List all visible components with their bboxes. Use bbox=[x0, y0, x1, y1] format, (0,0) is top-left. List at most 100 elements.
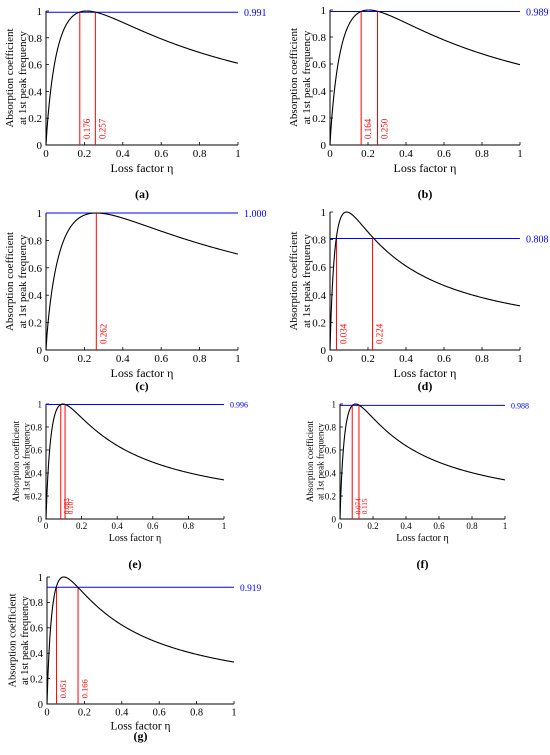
vline-value-label: 0.107 bbox=[67, 498, 75, 514]
axis-frame bbox=[45, 213, 238, 351]
x-tick-label: 0.6 bbox=[154, 353, 168, 365]
x-tick-label: 1 bbox=[503, 521, 508, 531]
x-tick-label: 0 bbox=[327, 148, 333, 160]
y-tick-label: 0.4 bbox=[28, 290, 42, 302]
panel-label: (a) bbox=[135, 187, 149, 201]
y-axis-label: Absorption coefficient bbox=[288, 231, 300, 330]
y-tick-label: 0 bbox=[37, 345, 43, 357]
x-tick-label: 0.4 bbox=[116, 148, 130, 160]
y-axis-label: Absorption coefficient bbox=[288, 28, 300, 127]
y-tick-label: 0.8 bbox=[30, 598, 43, 609]
x-tick-label: 0.4 bbox=[116, 353, 130, 365]
y-tick-label: 0 bbox=[37, 514, 42, 524]
y-tick-label: 0.8 bbox=[312, 32, 326, 44]
chart-panel-0: 0 0.2 0.4 0.6 0.8 1 0 0.2 0.4 0.6 0.8 1 Absorption c… bbox=[4, 6, 267, 201]
x-axis-label: Loss factor η bbox=[394, 161, 457, 175]
chart-panel-3: 0 0.2 0.4 0.6 0.8 1 0 0.2 0.4 0.6 0.8 1 Absorption c… bbox=[288, 207, 549, 393]
vline-value-label: 0.164 bbox=[363, 118, 373, 139]
vline-value-label: 0.166 bbox=[80, 679, 90, 698]
y-tick-label: 0.6 bbox=[28, 60, 42, 72]
y-axis-label: Absorption coefficient bbox=[11, 420, 21, 502]
y-tick-label: 1 bbox=[37, 6, 43, 18]
hline-value-label: 0.996 bbox=[230, 401, 248, 410]
y-tick-label: 1 bbox=[37, 208, 43, 220]
y-tick-label: 0.6 bbox=[325, 445, 337, 455]
axis-frame bbox=[329, 212, 520, 351]
hline-value-label: 0.989 bbox=[526, 7, 549, 18]
x-tick-label: 0.6 bbox=[437, 148, 451, 160]
y-tick-label: 0.2 bbox=[28, 113, 42, 125]
hline-value-label: 0.808 bbox=[526, 234, 549, 245]
vline-value-label: 0.083 bbox=[63, 498, 71, 514]
y-tick-label: 0.2 bbox=[31, 491, 43, 501]
chart-panel-4: 0 0.2 0.4 0.6 0.8 1 0 0.2 0.4 0.6 0.8 1 Absorption c… bbox=[11, 399, 248, 571]
x-axis-label: Loss factor η bbox=[109, 533, 162, 544]
x-tick-label: 0.4 bbox=[115, 707, 129, 718]
y-tick-label: 0.8 bbox=[28, 33, 42, 45]
y-axis-label: at 1st peak frequency bbox=[301, 30, 313, 124]
vline-value-label: 0.176 bbox=[82, 118, 92, 139]
y-tick-label: 0.4 bbox=[30, 649, 44, 660]
y-tick-label: 0 bbox=[321, 345, 327, 357]
x-tick-label: 1 bbox=[235, 148, 241, 160]
x-tick-label: 0.6 bbox=[154, 148, 168, 160]
y-tick-label: 0.6 bbox=[30, 624, 43, 635]
x-tick-label: 0.8 bbox=[475, 353, 489, 365]
x-axis-label: Loss factor η bbox=[111, 161, 174, 175]
y-tick-label: 1 bbox=[321, 5, 327, 17]
absorption-curve bbox=[329, 211, 521, 351]
x-axis-label: Loss factor η bbox=[111, 366, 174, 380]
vline-value-label: 0.224 bbox=[375, 323, 385, 344]
x-tick-label: 0.6 bbox=[147, 521, 159, 531]
hline-value-label: 0.988 bbox=[511, 402, 529, 411]
x-axis-label: Loss factor η bbox=[396, 533, 449, 544]
vline-value-label: 0.051 bbox=[58, 679, 68, 698]
x-tick-label: 0.8 bbox=[190, 707, 203, 718]
y-tick-label: 0.4 bbox=[325, 468, 337, 478]
y-tick-label: 0.4 bbox=[312, 86, 326, 98]
x-tick-label: 0.8 bbox=[193, 353, 207, 365]
y-tick-label: 0 bbox=[331, 514, 336, 524]
x-tick-label: 0.8 bbox=[183, 521, 195, 531]
y-tick-label: 1 bbox=[331, 399, 336, 409]
y-axis-label: at 1st peak frequency bbox=[316, 423, 326, 500]
y-tick-label: 0.2 bbox=[325, 491, 337, 501]
x-tick-label: 0.4 bbox=[400, 521, 412, 531]
y-tick-label: 0.2 bbox=[312, 113, 326, 125]
hline-value-label: 0.919 bbox=[240, 584, 262, 594]
y-axis-label: at 1st peak frequency bbox=[301, 234, 313, 328]
absorption-curve bbox=[45, 403, 225, 520]
x-tick-label: 0.8 bbox=[193, 148, 207, 160]
x-tick-label: 0.2 bbox=[361, 148, 375, 160]
y-tick-label: 0.8 bbox=[325, 422, 337, 432]
absorption-curve bbox=[45, 212, 239, 351]
x-tick-label: 0.6 bbox=[437, 353, 451, 365]
x-tick-label: 0 bbox=[43, 148, 49, 160]
panel-label: (e) bbox=[128, 557, 141, 571]
y-axis-label: at 1st peak frequency bbox=[17, 31, 29, 125]
chart-panel-6: 0 0.2 0.4 0.6 0.8 1 0 0.2 0.4 0.6 0.8 1 Absorption c… bbox=[8, 573, 262, 743]
panel-label: (g) bbox=[134, 729, 148, 743]
x-tick-label: 0 bbox=[44, 707, 49, 718]
x-tick-label: 0.8 bbox=[466, 521, 478, 531]
axis-frame bbox=[46, 577, 234, 705]
y-tick-label: 0.6 bbox=[31, 445, 43, 455]
x-tick-label: 1 bbox=[231, 707, 236, 718]
x-tick-label: 1 bbox=[222, 521, 227, 531]
x-tick-label: 1 bbox=[517, 148, 523, 160]
x-axis-label: Loss factor η bbox=[111, 721, 171, 733]
y-tick-label: 0 bbox=[38, 700, 43, 711]
x-tick-label: 0.8 bbox=[475, 148, 489, 160]
chart-panel-1: 0 0.2 0.4 0.6 0.8 1 0 0.2 0.4 0.6 0.8 1 Absorption c… bbox=[288, 5, 549, 201]
y-tick-label: 0 bbox=[37, 140, 43, 152]
hline-value-label: 0.991 bbox=[244, 8, 267, 19]
vline-value-label: 0.115 bbox=[361, 498, 369, 514]
x-tick-label: 1 bbox=[517, 353, 523, 365]
vline-value-label: 0.257 bbox=[97, 118, 107, 139]
y-tick-label: 0.2 bbox=[312, 317, 326, 329]
panel-label: (d) bbox=[418, 379, 433, 393]
y-tick-label: 0.8 bbox=[28, 235, 42, 247]
x-axis-label: Loss factor η bbox=[394, 366, 457, 380]
y-axis-label: Absorption coefficient bbox=[4, 232, 16, 331]
